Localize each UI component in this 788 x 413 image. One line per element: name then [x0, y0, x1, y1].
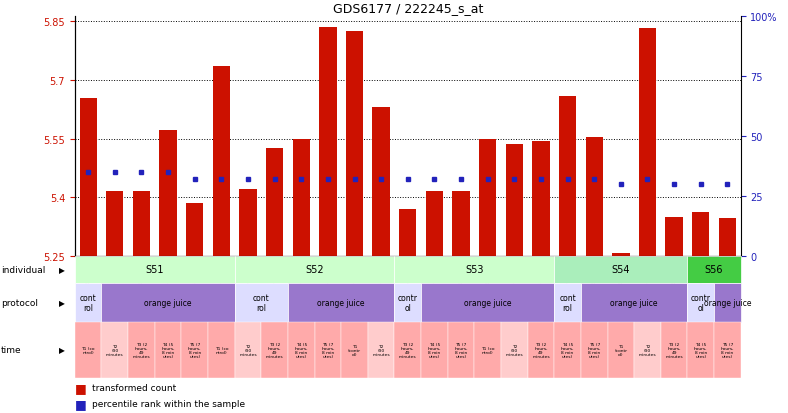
Text: protocol: protocol — [1, 298, 38, 307]
Text: S52: S52 — [305, 264, 324, 275]
Text: orange juice: orange juice — [318, 298, 365, 307]
Text: S56: S56 — [704, 264, 723, 275]
Bar — [479, 139, 496, 256]
Text: T3 (2
hours,
49
minutes: T3 (2 hours, 49 minutes — [532, 342, 550, 358]
Text: T1
(contr
ol): T1 (contr ol) — [615, 344, 627, 356]
Bar — [266, 148, 283, 256]
Bar — [213, 67, 230, 256]
Text: T2
(90
minutes: T2 (90 minutes — [639, 344, 656, 356]
Text: individual: individual — [1, 265, 45, 274]
Text: S53: S53 — [465, 264, 484, 275]
Text: ▶: ▶ — [58, 265, 65, 274]
Bar — [506, 145, 523, 256]
Text: T1 (co
ntrol): T1 (co ntrol) — [81, 346, 95, 354]
Bar — [319, 28, 336, 256]
Bar — [533, 142, 549, 256]
Bar — [400, 209, 416, 256]
Text: T2
(90
minutes: T2 (90 minutes — [106, 344, 124, 356]
Text: T5 (7
hours,
8 min
utes): T5 (7 hours, 8 min utes) — [455, 342, 468, 358]
Text: T2
(90
minutes: T2 (90 minutes — [506, 344, 523, 356]
Text: T2
(90
minutes: T2 (90 minutes — [240, 344, 257, 356]
Bar — [373, 107, 390, 256]
Bar — [692, 212, 709, 256]
Text: orange juice: orange juice — [144, 298, 191, 307]
Bar — [133, 192, 150, 256]
Text: percentile rank within the sample: percentile rank within the sample — [92, 399, 245, 408]
Text: S51: S51 — [146, 264, 164, 275]
Text: orange juice: orange juice — [611, 298, 658, 307]
Text: T3 (2
hours,
49
minutes: T3 (2 hours, 49 minutes — [266, 342, 284, 358]
Text: T4 (5
hours,
8 min
utes): T4 (5 hours, 8 min utes) — [428, 342, 441, 358]
Bar — [159, 131, 177, 256]
Bar — [426, 192, 443, 256]
Text: time: time — [1, 346, 21, 354]
Text: orange juice: orange juice — [464, 298, 511, 307]
Text: T5 (7
hours,
8 min
utes): T5 (7 hours, 8 min utes) — [322, 342, 335, 358]
Text: T3 (2
hours,
49
minutes: T3 (2 hours, 49 minutes — [132, 342, 151, 358]
Bar — [240, 190, 257, 256]
Text: T2
(90
minutes: T2 (90 minutes — [373, 344, 390, 356]
Text: ■: ■ — [75, 396, 87, 410]
Text: cont
rol: cont rol — [559, 293, 576, 312]
Text: T4 (5
hours,
8 min
utes): T4 (5 hours, 8 min utes) — [561, 342, 574, 358]
Text: T1 (co
ntrol): T1 (co ntrol) — [481, 346, 494, 354]
Text: orange juice: orange juice — [704, 298, 751, 307]
Bar — [346, 32, 363, 256]
Text: T4 (5
hours,
8 min
utes): T4 (5 hours, 8 min utes) — [162, 342, 175, 358]
Text: ▶: ▶ — [58, 298, 65, 307]
Bar — [186, 204, 203, 256]
Bar — [639, 29, 656, 256]
Text: T1 (co
ntrol): T1 (co ntrol) — [214, 346, 228, 354]
Bar — [559, 96, 576, 256]
Bar — [292, 140, 310, 256]
Bar — [80, 98, 97, 256]
Text: T5 (7
hours,
8 min
utes): T5 (7 hours, 8 min utes) — [721, 342, 734, 358]
Text: T4 (5
hours,
8 min
utes): T4 (5 hours, 8 min utes) — [295, 342, 308, 358]
Text: T5 (7
hours,
8 min
utes): T5 (7 hours, 8 min utes) — [588, 342, 601, 358]
Text: cont
rol: cont rol — [253, 293, 269, 312]
Text: T3 (2
hours,
49
minutes: T3 (2 hours, 49 minutes — [665, 342, 683, 358]
Text: ■: ■ — [75, 381, 87, 394]
Text: cont
rol: cont rol — [80, 293, 97, 312]
Text: contr
ol: contr ol — [398, 293, 418, 312]
Bar — [666, 218, 682, 256]
Text: T4 (5
hours,
8 min
utes): T4 (5 hours, 8 min utes) — [694, 342, 708, 358]
Text: T1
(contr
ol): T1 (contr ol) — [348, 344, 361, 356]
Title: GDS6177 / 222245_s_at: GDS6177 / 222245_s_at — [333, 2, 483, 15]
Text: contr
ol: contr ol — [691, 293, 711, 312]
Bar — [452, 192, 470, 256]
Text: T3 (2
hours,
49
minutes: T3 (2 hours, 49 minutes — [399, 342, 417, 358]
Text: transformed count: transformed count — [92, 383, 177, 392]
Text: T5 (7
hours,
8 min
utes): T5 (7 hours, 8 min utes) — [188, 342, 202, 358]
Text: S54: S54 — [611, 264, 630, 275]
Text: ▶: ▶ — [58, 346, 65, 354]
Bar — [106, 192, 124, 256]
Bar — [719, 218, 736, 256]
Bar — [585, 137, 603, 256]
Bar — [612, 253, 630, 256]
